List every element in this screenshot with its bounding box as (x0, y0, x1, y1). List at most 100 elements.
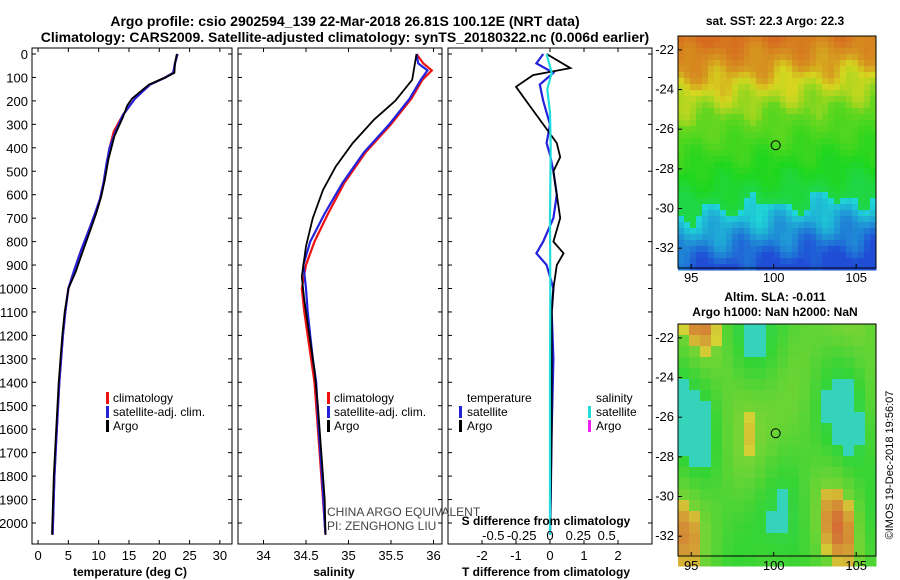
sla-cell (832, 434, 844, 446)
sla-cell (766, 478, 778, 490)
sla-cell (678, 412, 690, 424)
sst-cell (810, 96, 817, 103)
sst-cell (714, 84, 721, 91)
sla-cell (821, 368, 833, 380)
sla-cell (766, 324, 778, 336)
sst-cell (822, 228, 829, 235)
sst-cell (714, 156, 721, 163)
sst-cell (774, 84, 781, 91)
map-x-tick-label: 100 (763, 270, 785, 285)
sla-cell (777, 456, 789, 468)
sst-cell (810, 192, 817, 199)
sst-cell (798, 216, 805, 223)
sla-cell (678, 434, 690, 446)
sla-cell (744, 467, 756, 479)
sst-cell (750, 36, 757, 43)
sst-cell (714, 42, 721, 49)
sst-cell (762, 96, 769, 103)
sst-cell (756, 156, 763, 163)
sst-cell (804, 54, 811, 61)
sla-cell (865, 445, 877, 457)
sst-cell (864, 162, 871, 169)
sst-cell (684, 216, 691, 223)
sst-cell (720, 144, 727, 151)
sla-cell (854, 489, 866, 501)
sla-cell (755, 401, 767, 413)
sla-cell (766, 335, 778, 347)
sla-cell (854, 533, 866, 545)
sst-cell (738, 60, 745, 67)
sst-cell (810, 60, 817, 67)
sst-cell (708, 168, 715, 175)
sst-cell (780, 186, 787, 193)
sst-cell (774, 144, 781, 151)
sst-cell (810, 114, 817, 121)
sla-cell (755, 335, 767, 347)
sla-cell (821, 555, 833, 567)
sst-cell (852, 132, 859, 139)
sst-cell (678, 174, 685, 181)
sla-cell (788, 478, 800, 490)
sla-cell (733, 324, 745, 336)
sla-cell (711, 478, 723, 490)
sst-cell (858, 198, 865, 205)
sst-cell (780, 72, 787, 79)
sst-cell (786, 48, 793, 55)
sst-cell (858, 186, 865, 193)
sst-cell (786, 60, 793, 67)
sst-cell (834, 108, 841, 115)
sst-cell (744, 138, 751, 145)
sst-cell (858, 246, 865, 253)
sst-cell (696, 144, 703, 151)
sla-cell (843, 346, 855, 358)
sst-cell (732, 42, 739, 49)
sst-cell (852, 48, 859, 55)
sla-cell (755, 445, 767, 457)
sst-cell (738, 210, 745, 217)
sst-cell (738, 126, 745, 133)
sla-cell (821, 324, 833, 336)
sst-cell (852, 54, 859, 61)
sla-cell (777, 533, 789, 545)
sst-cell (870, 120, 877, 127)
sla-cell (854, 467, 866, 479)
sst-cell (696, 222, 703, 229)
sst-cell (756, 72, 763, 79)
sst-cell (846, 144, 853, 151)
sst-cell (756, 186, 763, 193)
sst-cell (858, 108, 865, 115)
sst-cell (846, 60, 853, 67)
sst-cell (810, 186, 817, 193)
sst-cell (708, 174, 715, 181)
sst-cell (792, 54, 799, 61)
sst-cell (858, 162, 865, 169)
sst-cell (792, 234, 799, 241)
sst-cell (864, 48, 871, 55)
sst-cell (690, 96, 697, 103)
sst-cell (702, 84, 709, 91)
sst-cell (684, 228, 691, 235)
sst-cell (720, 228, 727, 235)
sst-cell (774, 102, 781, 109)
sst-cell (732, 114, 739, 121)
sst-cell (726, 48, 733, 55)
legend-swatch-satellite-adj (106, 406, 109, 418)
sst-cell (702, 156, 709, 163)
sst-cell (810, 222, 817, 229)
sst-cell (864, 186, 871, 193)
sst-cell (744, 36, 751, 43)
sla-cell (744, 533, 756, 545)
sst-cell (810, 216, 817, 223)
sla-cell (821, 346, 833, 358)
sst-cell (678, 132, 685, 139)
sst-cell (780, 108, 787, 115)
sst-cell (846, 120, 853, 127)
sst-cell (852, 180, 859, 187)
sst-cell (840, 120, 847, 127)
sla-cell (865, 489, 877, 501)
sla-map-title-1: Altim. SLA: -0.011 (724, 290, 826, 304)
sla-cell (832, 533, 844, 545)
sst-cell (816, 174, 823, 181)
sst-cell (720, 168, 727, 175)
sla-cell (744, 346, 756, 358)
